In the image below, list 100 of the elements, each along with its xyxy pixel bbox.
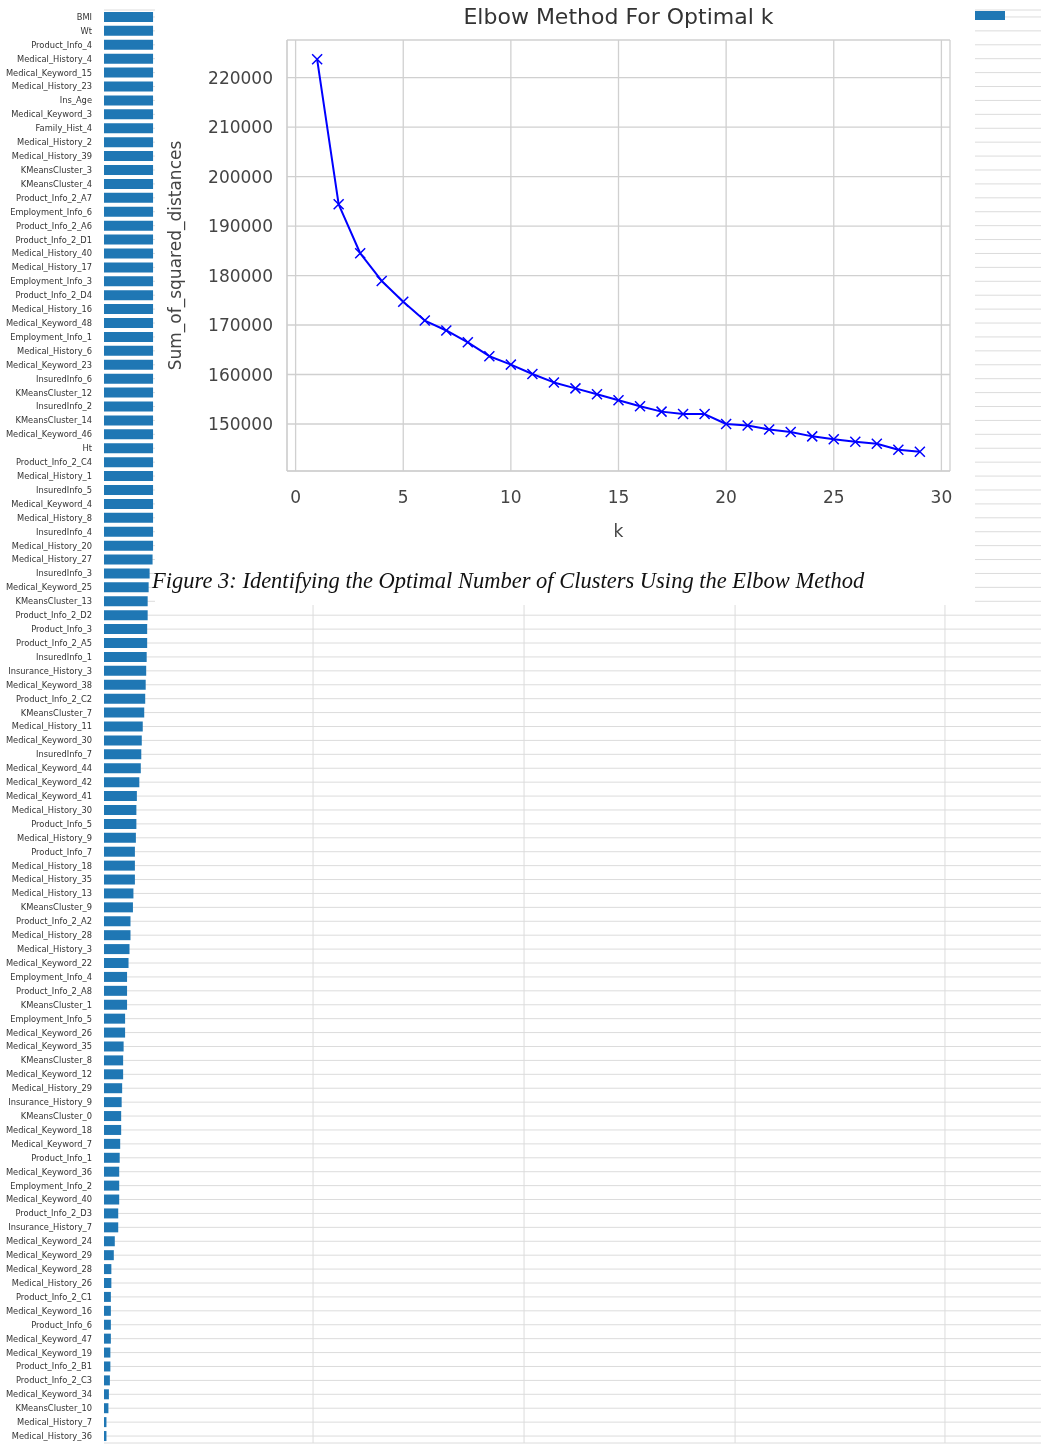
- y-tick-label: BMI: [76, 11, 92, 22]
- x-tick-label: 5: [397, 487, 409, 508]
- bar: [104, 262, 154, 273]
- bar: [104, 763, 141, 774]
- y-tick-label: Employment_Info_2: [10, 1180, 92, 1191]
- x-tick-label: 15: [607, 487, 630, 508]
- y-tick-label: Medical_Keyword_7: [11, 1138, 92, 1149]
- y-tick-label: 200000: [208, 166, 273, 187]
- bar: [104, 985, 128, 996]
- bar: [104, 1041, 124, 1052]
- bar: [104, 888, 134, 899]
- y-tick-label: Medical_History_40: [11, 248, 92, 259]
- bar: [104, 735, 142, 746]
- y-tick-label: Medical_Keyword_12: [5, 1069, 92, 1080]
- bar: [104, 137, 154, 148]
- bar: [104, 582, 149, 593]
- y-tick-label: Product_Info_2_A6: [16, 220, 92, 231]
- bar: [104, 498, 154, 509]
- bar: [104, 318, 154, 329]
- bar: [104, 902, 133, 913]
- bar: [104, 123, 154, 134]
- y-tick-label: Family_Hist_4: [35, 123, 92, 134]
- point: [914, 445, 926, 458]
- bar: [104, 999, 128, 1010]
- x-tick-label: 30: [930, 487, 953, 508]
- y-tick-label: Employment_Info_5: [10, 1013, 92, 1024]
- y-tick-label: Medical_History_35: [11, 874, 92, 885]
- y-tick-label: Product_Info_2_A8: [16, 985, 92, 996]
- y-tick-label: Medical_Keyword_29: [5, 1250, 92, 1261]
- y-tick-label: Product_Info_2_C3: [15, 1375, 92, 1386]
- bar: [104, 1027, 126, 1038]
- bar: [104, 471, 154, 482]
- y-tick-label: Medical_Keyword_23: [5, 359, 92, 370]
- y-tick-label: Medical_History_39: [11, 151, 92, 162]
- bar: [104, 220, 154, 231]
- point: [354, 247, 366, 260]
- bar: [104, 1138, 121, 1149]
- bar: [104, 944, 130, 955]
- y-tick-label: Product_Info_2_C2: [15, 693, 92, 704]
- y-axis-title: Sum_of_squared_distances: [165, 140, 187, 371]
- bar: [104, 1305, 111, 1316]
- bar: [104, 791, 137, 802]
- y-tick-label: Medical_Keyword_26: [5, 1027, 92, 1038]
- point: [483, 350, 496, 362]
- bar: [104, 387, 154, 398]
- y-tick-label: Product_Info_3: [31, 624, 92, 635]
- bar: [104, 429, 154, 440]
- y-tick-label: Medical_History_28: [11, 930, 92, 941]
- y-tick-label: Employment_Info_3: [10, 276, 92, 287]
- y-tick-label: InsuredInfo_1: [35, 651, 92, 662]
- bar: [104, 276, 154, 287]
- y-tick-label: Medical_Keyword_15: [5, 67, 92, 78]
- y-tick-label: Medical_Keyword_3: [11, 109, 92, 120]
- y-tick-label: Medical_Keyword_4: [11, 498, 92, 509]
- point: [375, 275, 388, 287]
- bar: [104, 1013, 126, 1024]
- bar: [104, 749, 142, 760]
- bar: [104, 178, 154, 189]
- point: [634, 400, 646, 412]
- bar: [104, 1278, 112, 1288]
- bar: [104, 596, 148, 607]
- bar: [104, 1403, 109, 1414]
- bar: [104, 1375, 110, 1386]
- bar: [104, 67, 154, 78]
- bar: [104, 443, 154, 454]
- y-tick-label: Employment_Info_1: [10, 331, 92, 342]
- y-tick-label: 180000: [208, 265, 273, 286]
- bar: [104, 916, 131, 927]
- bar: [104, 665, 147, 676]
- bar: [104, 1291, 111, 1302]
- y-tick-label: 150000: [208, 414, 273, 435]
- y-tick-label: Medical_Keyword_19: [5, 1347, 92, 1358]
- y-tick-label: Medical_History_11: [11, 721, 92, 732]
- bar: [104, 25, 154, 36]
- bar: [104, 109, 154, 120]
- point: [591, 388, 603, 401]
- point: [892, 443, 905, 456]
- point: [763, 423, 775, 436]
- y-tick-label: 210000: [208, 117, 273, 138]
- point: [698, 408, 711, 420]
- y-tick-label: 220000: [208, 67, 273, 88]
- y-tick-label: KMeansCluster_14: [15, 415, 92, 426]
- y-tick-label: Employment_Info_6: [10, 206, 92, 217]
- bar: [104, 707, 145, 718]
- y-tick-label: Product_Info_2_D3: [15, 1208, 92, 1219]
- y-tick-label: Medical_History_3: [17, 944, 92, 955]
- bar: [104, 1069, 124, 1080]
- bar: [104, 81, 154, 92]
- y-tick-label: Medical_Keyword_42: [5, 777, 92, 788]
- bar: [104, 401, 154, 412]
- y-tick-label: KMeansCluster_1: [20, 999, 92, 1010]
- point: [311, 53, 323, 66]
- y-tick-label: Medical_Keyword_22: [5, 957, 92, 968]
- bar: [104, 1319, 111, 1330]
- point: [720, 418, 732, 430]
- bar: [104, 1250, 114, 1261]
- bar: [104, 693, 146, 704]
- y-tick-label: Product_Info_6: [31, 1319, 92, 1330]
- y-tick-label: Product_Info_2_A5: [16, 637, 92, 648]
- bar: [104, 1180, 120, 1191]
